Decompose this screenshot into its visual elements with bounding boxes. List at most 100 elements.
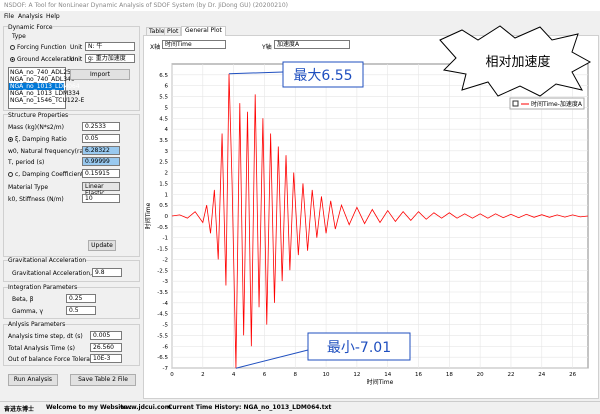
y-tick-label: 4.5 xyxy=(159,116,168,122)
y-tick-label: 6.5 xyxy=(159,73,168,79)
label: c, Damping Coefficient (N*s/m) xyxy=(15,171,109,178)
input[interactable]: 6.28322 xyxy=(82,146,120,155)
list-item[interactable]: NGA_no_740_ADL340 xyxy=(10,76,75,83)
radio[interactable]: ξ, Damping Ratio xyxy=(8,136,67,143)
x-tick-label: 12 xyxy=(353,372,360,378)
list-item[interactable]: NGA_no_1013_LDM334 xyxy=(10,90,80,97)
select[interactable]: g: 重力加速度 xyxy=(85,54,135,63)
select[interactable]: N: 牛 xyxy=(85,42,135,51)
label: Type xyxy=(12,33,26,40)
input[interactable]: 0.005 xyxy=(90,331,122,340)
callout-box xyxy=(307,332,411,361)
label: Out of balance Force Tolerance (N) xyxy=(8,356,112,363)
label: ξ, Damping Ratio xyxy=(15,136,67,143)
label: Unit xyxy=(70,56,83,63)
title-bar xyxy=(0,0,600,11)
y-tick-label: 2 xyxy=(165,171,169,177)
label: Gamma, γ xyxy=(12,308,44,315)
save-button[interactable]: Save Table 2 File xyxy=(70,374,136,386)
input[interactable]: 0.15915 xyxy=(82,169,120,178)
y-tick-label: -5 xyxy=(163,323,169,329)
y-tick-label: -1.5 xyxy=(157,247,168,253)
label: T, period (s) xyxy=(8,159,45,166)
menu-item[interactable]: Analysis xyxy=(18,13,43,20)
list-item[interactable]: NGA_no_1546_TCU122-E xyxy=(10,97,85,104)
list-item[interactable]: NGA_no_1013_LDM064 xyxy=(9,83,80,90)
y-tick-label: 2.5 xyxy=(159,160,168,166)
select[interactable]: Linear Elastic xyxy=(82,182,120,197)
callout-box xyxy=(282,61,364,88)
x-tick-label: 2 xyxy=(201,372,205,378)
status-link[interactable]: www.jdcui.com xyxy=(120,404,171,411)
update-button[interactable]: Update xyxy=(88,240,116,251)
radio[interactable]: Ground Acceleration xyxy=(10,56,78,63)
annotation: 最小-7.01 xyxy=(327,340,391,356)
list-item[interactable]: NGA_no_740_ADL250 xyxy=(10,69,75,76)
label: Unit xyxy=(70,44,83,51)
select[interactable]: 加速度A xyxy=(274,40,350,49)
radio[interactable]: Forcing Function xyxy=(10,44,66,51)
y-tick-label: -7 xyxy=(163,366,169,372)
y-tick-label: 4 xyxy=(165,127,169,133)
label: Mass (kg)(N*s2/m) xyxy=(8,124,64,131)
y-tick-label: 6 xyxy=(165,84,169,90)
legend-box xyxy=(509,97,585,110)
x-tick-label: 20 xyxy=(477,372,484,378)
x-tick-label: 16 xyxy=(415,372,422,378)
x-tick-label: 24 xyxy=(538,372,545,378)
tab[interactable]: Plot xyxy=(164,27,182,36)
select[interactable]: 时间Time xyxy=(162,40,226,49)
label: X轴 xyxy=(150,44,161,51)
y-tick-label: 0.5 xyxy=(159,203,168,209)
input[interactable]: 0.5 xyxy=(66,306,96,315)
x-tick-label: 10 xyxy=(323,372,330,378)
label: Analysis time step, dt (s) xyxy=(8,333,83,340)
starburst xyxy=(439,25,592,97)
group-box xyxy=(3,26,140,111)
y-tick-label: -5.5 xyxy=(157,333,168,339)
y-tick-label: -0.5 xyxy=(157,225,168,231)
input[interactable]: 0.2533 xyxy=(82,122,120,131)
status-text: Current Time History: NGA_no_1013_LDM064… xyxy=(168,404,332,411)
status-text: Welcome to my Website : xyxy=(46,404,132,411)
x-tick-label: 4 xyxy=(232,372,236,378)
annotation: 最大6.55 xyxy=(293,68,352,84)
x-tick-label: 22 xyxy=(507,372,514,378)
status-text: 奋进东博士 xyxy=(4,406,35,413)
label: Material Type xyxy=(8,184,49,191)
group-box xyxy=(3,324,140,366)
input[interactable]: 10 xyxy=(82,194,120,203)
y-tick-label: -2 xyxy=(163,257,168,263)
y-tick-label: 1.5 xyxy=(159,181,168,187)
label: Forcing Function xyxy=(17,44,67,51)
run-button[interactable]: Run Analysis xyxy=(8,374,58,386)
window-title: NSDOF: A Tool for NonLinear Dynamic Anal… xyxy=(4,2,288,9)
x-tick-label: 14 xyxy=(384,372,391,378)
y-tick-label: -3.5 xyxy=(157,290,168,296)
radio[interactable]: c, Damping Coefficient (N*s/m) xyxy=(8,171,108,178)
input[interactable]: 0.05 xyxy=(82,134,120,143)
x-tick-label: 8 xyxy=(294,372,298,378)
input[interactable]: 9.8 xyxy=(92,268,122,277)
group-title: Anlysis Parameters xyxy=(8,321,66,328)
x-tick-label: 26 xyxy=(569,372,576,378)
input[interactable]: 0.25 xyxy=(66,294,96,303)
tab[interactable]: General Plot xyxy=(181,26,226,36)
legend-label: 时间Time-加速度A xyxy=(531,100,583,108)
group-title: Dynamic Force xyxy=(8,24,53,31)
input[interactable]: 26.560 xyxy=(90,343,122,352)
x-axis-label: 时间Time xyxy=(367,378,394,386)
y-tick-label: -4 xyxy=(163,301,169,307)
annotation: 相对加速度 xyxy=(485,54,550,70)
menu-item[interactable]: File xyxy=(4,13,15,20)
y-tick-label: -4.5 xyxy=(157,312,168,318)
input[interactable]: 10E-3 xyxy=(90,354,122,363)
y-tick-label: -2.5 xyxy=(157,268,168,274)
input[interactable]: 0.99999 xyxy=(82,157,120,166)
menu-item[interactable]: Help xyxy=(46,13,60,20)
import-button[interactable]: Import xyxy=(70,69,130,80)
y-tick-label: 5 xyxy=(165,105,169,111)
label: Total Analysis Time (s) xyxy=(8,345,75,352)
group-title: Integration Parameters xyxy=(8,284,78,291)
